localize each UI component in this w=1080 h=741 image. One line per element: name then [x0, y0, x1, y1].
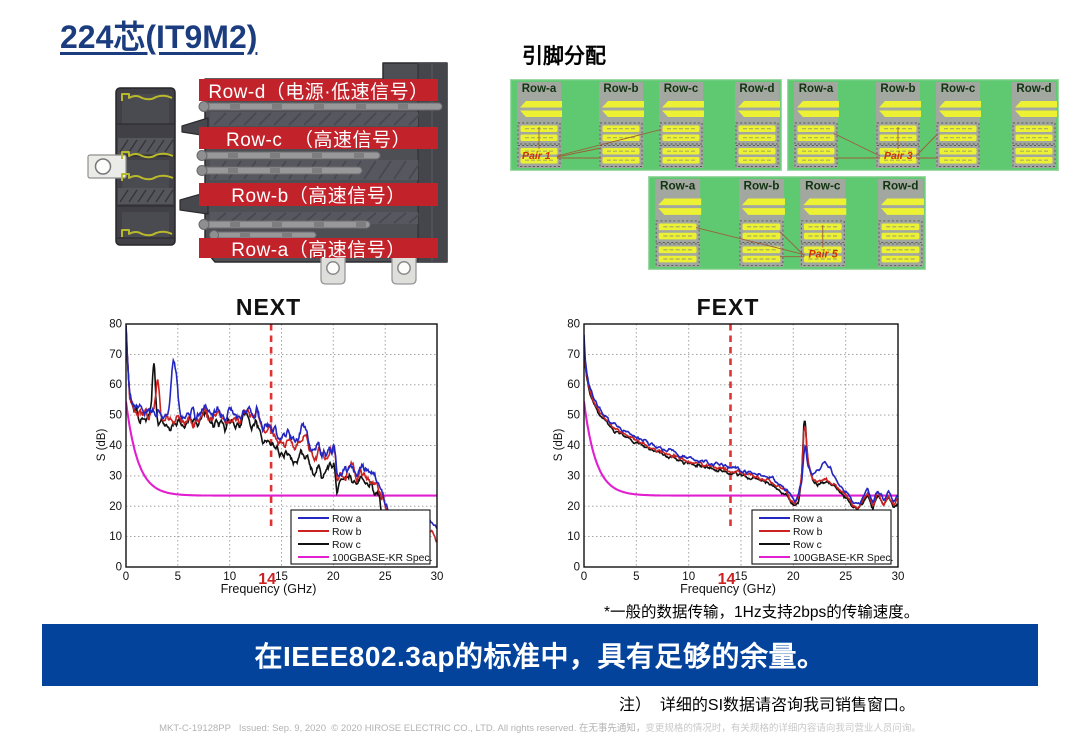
svg-text:0: 0	[123, 571, 129, 583]
svg-text:Row-d: Row-d	[739, 83, 774, 95]
svg-text:5: 5	[633, 571, 639, 583]
svg-text:10: 10	[223, 571, 236, 583]
svg-text:20: 20	[109, 501, 122, 513]
svg-text:40: 40	[567, 440, 580, 452]
svg-text:S (dB): S (dB)	[553, 429, 565, 462]
svg-text:20: 20	[327, 571, 340, 583]
svg-text:10: 10	[567, 531, 580, 543]
svg-text:60: 60	[567, 379, 580, 391]
svg-text:Row-a: Row-a	[799, 83, 834, 95]
svg-text:15: 15	[735, 571, 748, 583]
svg-text:Frequency (GHz): Frequency (GHz)	[680, 582, 776, 596]
svg-text:S (dB): S (dB)	[96, 429, 108, 462]
svg-text:Pair 1: Pair 1	[522, 150, 551, 162]
svg-text:Row-d: Row-d	[882, 179, 918, 192]
svg-text:Row-b: Row-b	[743, 179, 779, 192]
svg-text:20: 20	[787, 571, 800, 583]
svg-text:Row-c: Row-c	[805, 179, 841, 192]
svg-text:FEXT: FEXT	[697, 296, 760, 320]
svg-text:Row-a: Row-a	[660, 179, 696, 192]
svg-text:70: 70	[567, 349, 580, 361]
svg-text:14: 14	[258, 571, 276, 588]
svg-text:80: 80	[567, 319, 580, 331]
svg-text:80: 80	[109, 319, 122, 331]
svg-text:Row-b: Row-b	[880, 83, 915, 95]
svg-text:Row-d: Row-d	[1016, 83, 1051, 95]
svg-text:100GBASE-KR Spec.: 100GBASE-KR Spec.	[332, 553, 433, 564]
svg-text:NEXT: NEXT	[236, 296, 301, 320]
svg-text:25: 25	[379, 571, 392, 583]
svg-text:Pair 5: Pair 5	[808, 249, 838, 261]
svg-text:15: 15	[275, 571, 288, 583]
svg-text:40: 40	[109, 440, 122, 452]
svg-text:Row a: Row a	[332, 514, 362, 525]
svg-text:0: 0	[116, 562, 122, 574]
svg-text:50: 50	[567, 410, 580, 422]
svg-text:50: 50	[109, 410, 122, 422]
svg-text:30: 30	[431, 571, 444, 583]
svg-text:Row a: Row a	[793, 514, 823, 525]
svg-text:70: 70	[109, 349, 122, 361]
svg-text:100GBASE-KR Spec.: 100GBASE-KR Spec.	[793, 553, 894, 564]
svg-text:20: 20	[567, 501, 580, 513]
svg-text:30: 30	[567, 470, 580, 482]
svg-text:Row-a: Row-a	[522, 83, 557, 95]
svg-text:60: 60	[109, 379, 122, 391]
svg-text:Row c: Row c	[793, 540, 822, 551]
svg-text:10: 10	[682, 571, 695, 583]
svg-text:Row c: Row c	[332, 540, 361, 551]
svg-text:0: 0	[574, 562, 580, 574]
svg-text:Row-c: Row-c	[941, 83, 976, 95]
svg-text:25: 25	[839, 571, 852, 583]
svg-text:14: 14	[718, 571, 736, 588]
svg-text:Row-c: Row-c	[664, 83, 699, 95]
svg-text:10: 10	[109, 531, 122, 543]
svg-text:30: 30	[109, 470, 122, 482]
svg-text:Pair 3: Pair 3	[884, 150, 913, 162]
svg-text:Row b: Row b	[793, 527, 823, 538]
svg-text:Row b: Row b	[332, 527, 362, 538]
svg-text:5: 5	[175, 571, 181, 583]
svg-text:30: 30	[892, 571, 905, 583]
svg-text:Row-b: Row-b	[603, 83, 638, 95]
svg-text:0: 0	[581, 571, 587, 583]
svg-text:Frequency (GHz): Frequency (GHz)	[221, 582, 317, 596]
